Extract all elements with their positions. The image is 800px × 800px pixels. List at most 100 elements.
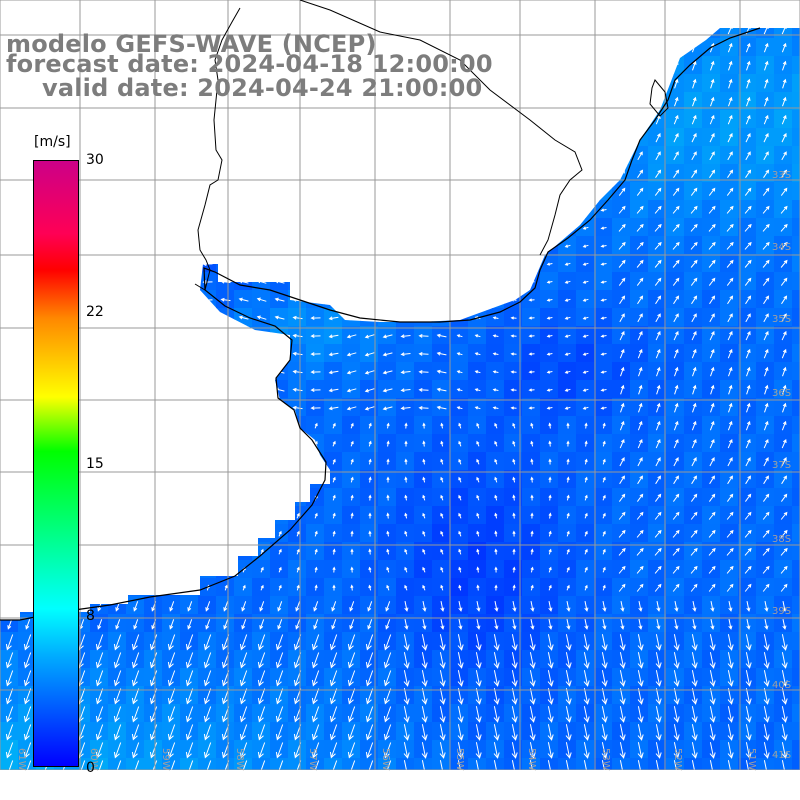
ocean-cell bbox=[738, 56, 757, 75]
ocean-cell bbox=[684, 164, 703, 183]
wind-arrow bbox=[746, 601, 751, 612]
ocean-cell bbox=[756, 182, 775, 201]
wind-arrow bbox=[367, 619, 373, 630]
ocean-cell bbox=[720, 722, 739, 741]
ocean-cell bbox=[252, 290, 271, 309]
ocean-cell bbox=[774, 218, 793, 237]
ocean-cell bbox=[414, 398, 433, 417]
ocean-cell bbox=[468, 614, 487, 633]
wind-arrow bbox=[547, 724, 554, 741]
wind-arrow bbox=[422, 619, 427, 630]
ocean-cell bbox=[630, 200, 649, 219]
wind-arrow bbox=[654, 583, 662, 592]
wind-arrow bbox=[655, 742, 662, 759]
wind-arrow bbox=[457, 724, 464, 741]
wind-arrow bbox=[546, 262, 553, 266]
wind-arrow bbox=[584, 476, 588, 483]
wind-arrow bbox=[781, 330, 787, 341]
ocean-cell bbox=[522, 722, 541, 741]
wind-arrow bbox=[690, 547, 698, 556]
ocean-cell bbox=[684, 434, 703, 453]
wind-arrow bbox=[403, 670, 410, 687]
ocean-cell bbox=[738, 542, 757, 561]
wind-arrow bbox=[565, 652, 572, 669]
ocean-cell bbox=[234, 686, 253, 705]
ocean-cell bbox=[756, 254, 775, 273]
ocean-cell bbox=[450, 632, 469, 651]
ocean-cell bbox=[504, 650, 523, 669]
ocean-cell bbox=[612, 272, 631, 291]
wind-arrow bbox=[690, 241, 698, 250]
wind-arrow bbox=[95, 724, 104, 741]
wind-arrow bbox=[674, 619, 679, 630]
latitude-label: 40S bbox=[772, 680, 791, 691]
wind-arrow bbox=[439, 688, 446, 705]
ocean-cell bbox=[198, 596, 217, 615]
wind-arrow bbox=[169, 619, 175, 630]
ocean-cell bbox=[684, 740, 703, 759]
wind-arrow bbox=[656, 402, 661, 413]
ocean-cell bbox=[18, 740, 37, 759]
wind-arrow bbox=[512, 458, 516, 465]
wind-arrow bbox=[780, 241, 788, 250]
ocean-cell bbox=[216, 596, 235, 615]
ocean-cell bbox=[774, 686, 793, 705]
wind-arrow bbox=[691, 706, 698, 723]
wind-arrow bbox=[113, 688, 122, 705]
ocean-cell bbox=[774, 650, 793, 669]
wind-arrow bbox=[709, 706, 716, 723]
wind-arrow bbox=[727, 295, 734, 305]
wind-arrow bbox=[386, 422, 390, 429]
ocean-cell bbox=[630, 686, 649, 705]
ocean-cell bbox=[792, 542, 800, 561]
wind-arrow bbox=[762, 547, 770, 556]
wind-arrow bbox=[656, 601, 661, 612]
wind-arrow bbox=[602, 440, 606, 447]
ocean-cell bbox=[720, 488, 739, 507]
ocean-cell bbox=[432, 686, 451, 705]
ocean-cell bbox=[738, 146, 757, 165]
ocean-cell bbox=[648, 488, 667, 507]
latitude-label: 37S bbox=[772, 460, 791, 471]
ocean-cell bbox=[684, 56, 703, 75]
wind-arrow bbox=[637, 295, 644, 305]
colorbar-tick-15: 15 bbox=[86, 456, 104, 472]
wind-arrow bbox=[619, 438, 625, 449]
wind-arrow bbox=[7, 619, 13, 630]
wind-arrow bbox=[691, 295, 698, 305]
wind-arrow bbox=[600, 262, 607, 266]
ocean-cell bbox=[288, 650, 307, 669]
ocean-cell bbox=[792, 614, 800, 633]
wind-arrow bbox=[708, 223, 716, 232]
wind-arrow bbox=[23, 724, 32, 741]
wind-arrow bbox=[328, 370, 339, 375]
ocean-cell bbox=[162, 650, 181, 669]
wind-arrow bbox=[476, 440, 480, 447]
wind-arrow bbox=[709, 420, 715, 431]
wind-arrow bbox=[400, 370, 411, 375]
ocean-cell bbox=[612, 686, 631, 705]
ocean-cell bbox=[666, 92, 685, 111]
ocean-cell bbox=[396, 668, 415, 687]
wind-arrow bbox=[692, 601, 697, 612]
wind-arrow bbox=[764, 384, 769, 395]
wind-arrow bbox=[223, 601, 229, 612]
ocean-cell bbox=[648, 146, 667, 165]
wind-arrow bbox=[726, 583, 734, 592]
wind-arrow bbox=[762, 511, 770, 520]
wind-arrow bbox=[618, 277, 626, 286]
wind-arrow bbox=[278, 530, 282, 537]
wind-arrow bbox=[474, 352, 481, 356]
wind-arrow bbox=[691, 330, 697, 341]
wind-arrow bbox=[654, 511, 662, 520]
wind-arrow bbox=[421, 688, 428, 705]
wind-arrow bbox=[709, 132, 715, 143]
wind-arrow bbox=[422, 494, 426, 501]
wind-arrow bbox=[763, 706, 770, 723]
wind-arrow bbox=[709, 313, 715, 323]
ocean-cell bbox=[774, 578, 793, 597]
ocean-cell bbox=[270, 650, 289, 669]
ocean-cell bbox=[612, 470, 631, 489]
wind-arrow bbox=[619, 330, 625, 341]
